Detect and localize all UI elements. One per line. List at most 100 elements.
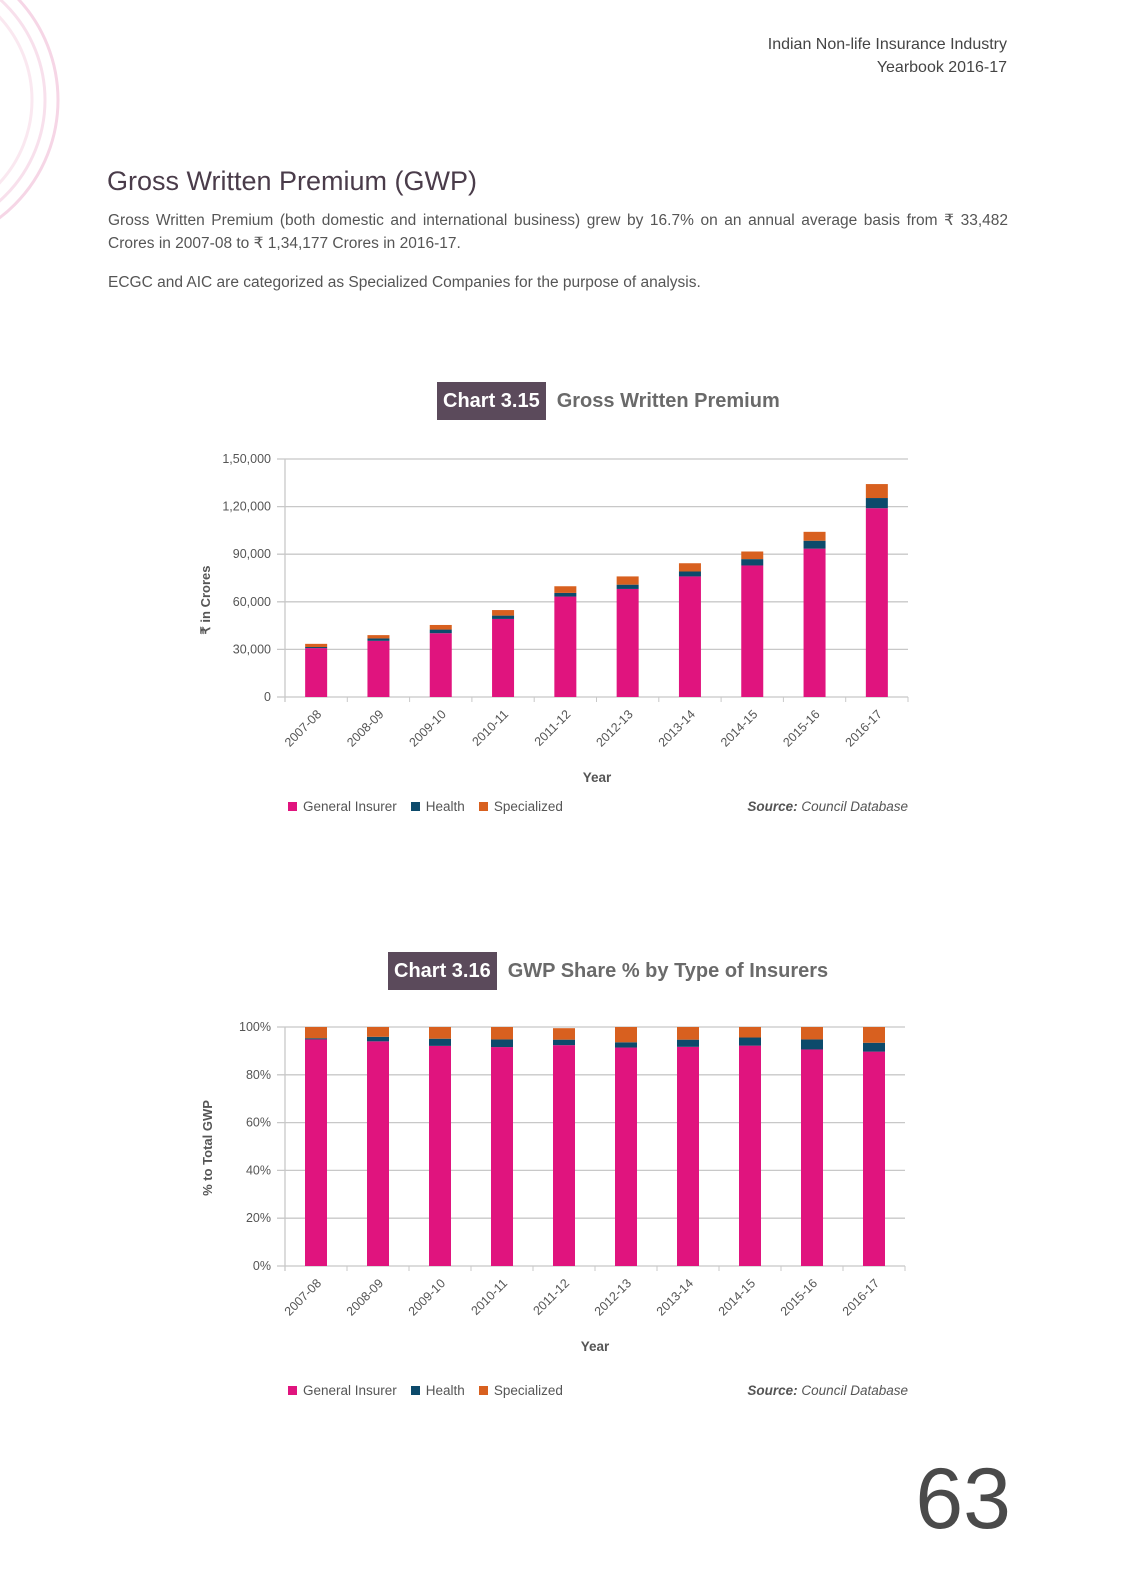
legend-general: General Insurer — [288, 1383, 397, 1398]
x-tick-label: 2009-10 — [407, 707, 449, 749]
source-text: Council Database — [801, 1383, 908, 1398]
y-tick-label: 80% — [246, 1068, 271, 1082]
bar-health-2009-10 — [429, 629, 452, 634]
bar-health-2014-15 — [739, 1037, 761, 1046]
bar-general-insurer-2009-10 — [429, 633, 452, 697]
y-tick-label: 40% — [246, 1163, 271, 1177]
bar-health-2011-12 — [554, 592, 577, 597]
bar-health-2015-16 — [801, 1039, 823, 1050]
chart-2-gwp-share: 0% 20% 40% 60% 80% 100% 2007-08 2008-09 2009-10 2… — [200, 1020, 906, 1354]
bar-specialized-2007-08 — [305, 1027, 327, 1039]
x-tick-label: 2015-16 — [780, 707, 822, 749]
chart-1-name: Gross Written Premium — [556, 389, 780, 412]
source-label: Source: — [747, 799, 798, 814]
x-axis-title: Year — [583, 770, 612, 785]
bar-specialized-2015-16 — [801, 1027, 823, 1040]
bar-health-2007-08 — [305, 647, 328, 649]
x-tick-label: 2007-08 — [282, 1276, 324, 1318]
header-publication-title: Indian Non-life Insurance Industry — [767, 36, 1007, 53]
chart-1-gwp: 0 30,000 60,000 90,000 1,20,000 1,50,000 2007-… — [198, 452, 909, 785]
bar-health-2013-14 — [678, 571, 701, 577]
bar-general-insurer-2008-09 — [367, 1041, 389, 1266]
paragraph-gwp-growth: Gross Written Premium (both domestic and… — [108, 212, 1008, 252]
bar-general-insurer-2011-12 — [554, 596, 577, 697]
bar-general-insurer-2007-08 — [305, 1039, 327, 1266]
bar-general-insurer-2016-17 — [863, 1051, 885, 1266]
x-tick-label: 2013-14 — [654, 1276, 696, 1318]
x-tick-label: 2013-14 — [656, 707, 698, 749]
legend-health: Health — [410, 799, 465, 814]
legend-specialized: Specialized — [478, 799, 563, 814]
legend-health: Health — [410, 1383, 465, 1398]
chart-2-source: Source: Council Database — [747, 1383, 908, 1398]
paragraph-specialized-note: ECGC and AIC are categorized as Speciali… — [108, 274, 701, 291]
bar-specialized-2011-12 — [553, 1028, 575, 1040]
bar-general-insurer-2013-14 — [678, 576, 701, 697]
bar-health-2012-13 — [616, 584, 639, 589]
x-axis-title: Year — [581, 1339, 610, 1354]
bar-specialized-2014-15 — [741, 551, 764, 560]
y-tick-label: 60% — [246, 1116, 271, 1130]
x-tick-label: 2010-11 — [468, 1276, 510, 1318]
y-tick-label: 30,000 — [233, 642, 271, 656]
bar-health-2007-08 — [305, 1038, 327, 1040]
y-tick-label: 1,20,000 — [222, 500, 271, 514]
decorative-arcs — [0, 0, 60, 220]
bar-health-2012-13 — [615, 1042, 637, 1048]
legend-label: Specialized — [493, 1383, 563, 1398]
bar-specialized-2007-08 — [305, 643, 328, 648]
legend-swatch-specialized — [478, 1386, 488, 1395]
x-tick-label: 2010-11 — [469, 707, 511, 749]
bar-specialized-2011-12 — [554, 586, 577, 593]
bar-specialized-2010-11 — [492, 610, 515, 616]
legend-label: General Insurer — [303, 1383, 397, 1398]
x-tick-label: 2016-17 — [840, 1276, 882, 1318]
x-tick-label: 2012-13 — [592, 1276, 634, 1318]
bar-general-insurer-2010-11 — [492, 618, 515, 697]
bar-specialized-2012-13 — [616, 576, 639, 585]
bar-general-insurer-2008-09 — [367, 640, 390, 697]
y-tick-label: 90,000 — [233, 547, 271, 561]
legend-label: General Insurer — [303, 799, 397, 814]
y-axis-title: ₹ in Crores — [198, 566, 213, 635]
bar-general-insurer-2007-08 — [305, 648, 328, 697]
bar-specialized-2009-10 — [429, 1027, 451, 1039]
bar-specialized-2013-14 — [678, 563, 701, 572]
x-tick-label: 2014-15 — [716, 1276, 758, 1318]
chart-1-title: Chart 3.15 Gross Written Premium — [437, 382, 780, 420]
bar-health-2008-09 — [367, 1036, 389, 1042]
bar-specialized-2013-14 — [677, 1027, 699, 1040]
legend-swatch-health — [410, 1386, 420, 1395]
bar-specialized-2008-09 — [367, 1027, 389, 1037]
chart-2-title: Chart 3.16 GWP Share % by Type of Insure… — [388, 952, 828, 990]
x-tick-label: 2011-12 — [532, 707, 574, 749]
bar-health-2015-16 — [803, 540, 826, 549]
y-tick-label: 100% — [239, 1020, 271, 1034]
bar-health-2014-15 — [741, 559, 764, 566]
bar-health-2008-09 — [367, 638, 390, 641]
x-tick-label: 2009-10 — [406, 1276, 448, 1318]
y-tick-label: 0 — [264, 690, 271, 704]
legend-swatch-general — [288, 1386, 297, 1395]
legend-label: Health — [425, 1383, 465, 1398]
bar-specialized-2016-17 — [865, 484, 888, 499]
chart-2-label: Chart 3.16 — [388, 952, 497, 990]
header-yearbook: Yearbook 2016-17 — [876, 59, 1007, 76]
section-title: Gross Written Premium (GWP) — [107, 166, 478, 196]
chart-1-legend: General Insurer Health Specialized — [288, 799, 577, 814]
bar-health-2013-14 — [677, 1039, 699, 1047]
bar-specialized-2009-10 — [429, 624, 452, 630]
bar-specialized-2008-09 — [367, 635, 390, 639]
x-tick-label: 2012-13 — [593, 707, 635, 749]
bar-general-insurer-2011-12 — [553, 1045, 575, 1266]
source-text: Council Database — [801, 799, 908, 814]
chart-1-label: Chart 3.15 — [437, 382, 546, 420]
chart-1-source: Source: Council Database — [747, 799, 908, 814]
x-tick-label: 2011-12 — [530, 1276, 572, 1318]
legend-swatch-general — [288, 802, 297, 811]
bar-general-insurer-2015-16 — [801, 1049, 823, 1266]
bar-health-2016-17 — [863, 1042, 885, 1052]
page-number: 63 — [915, 1451, 1011, 1547]
bar-health-2009-10 — [429, 1038, 451, 1046]
bar-health-2016-17 — [865, 498, 888, 509]
